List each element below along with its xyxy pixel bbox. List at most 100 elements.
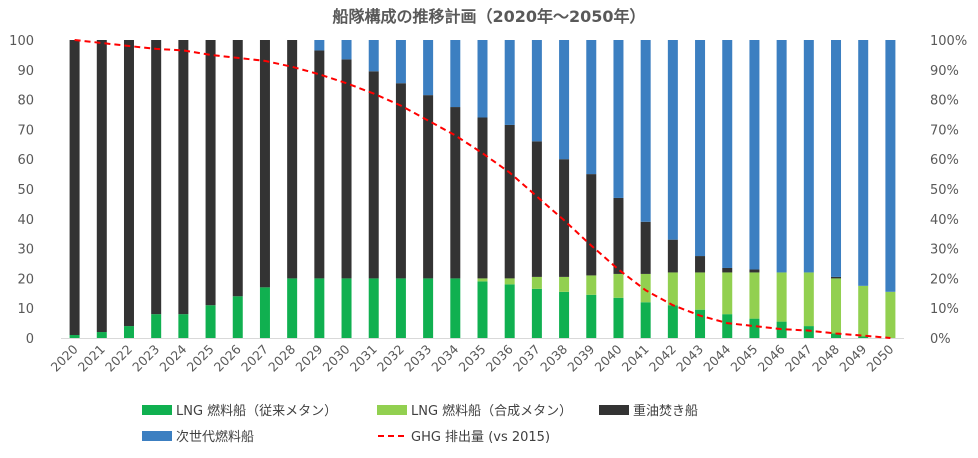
y2-tick-label: 0% <box>930 332 951 347</box>
bar-3-2045 <box>749 269 760 273</box>
legend-swatch-1 <box>142 405 172 415</box>
y-tick-label: 60 <box>17 153 34 168</box>
x-tick-label: 2047 <box>782 342 815 375</box>
bar-4-2047 <box>803 40 814 273</box>
bar-3-2037 <box>531 141 542 277</box>
bar-3-2048 <box>831 276 842 279</box>
bar-1-2047 <box>803 326 814 338</box>
legend-swatch-3 <box>599 405 629 415</box>
y-tick-label: 30 <box>17 243 34 258</box>
y2-tick-label: 20% <box>930 272 959 287</box>
bar-2-2043 <box>695 272 706 310</box>
bar-3-2044 <box>722 267 733 273</box>
bar-1-2039 <box>586 294 597 338</box>
y2-tick-label: 50% <box>930 183 959 198</box>
bar-1-2031 <box>368 278 379 338</box>
bar-2-2042 <box>667 272 678 306</box>
bar-1-2044 <box>722 314 733 338</box>
bar-2-2047 <box>803 272 814 327</box>
bar-1-2022 <box>123 326 134 338</box>
bar-1-2030 <box>341 278 352 338</box>
x-tick-label: 2032 <box>374 342 407 375</box>
y2-tick-label: 40% <box>930 213 959 228</box>
bar-2-2040 <box>613 273 624 298</box>
bar-4-2048 <box>831 40 842 277</box>
y-tick-label: 80 <box>17 94 34 109</box>
x-tick-label: 2022 <box>102 342 135 375</box>
y-tick-label: 20 <box>17 272 34 287</box>
bar-4-2043 <box>695 40 706 257</box>
legend-label-ghg: GHG 排出量 (vs 2015) <box>411 430 550 445</box>
bar-1-2028 <box>287 278 298 338</box>
bar-3-2023 <box>151 40 162 315</box>
x-tick-label: 2024 <box>156 341 189 374</box>
bar-4-2035 <box>477 40 488 118</box>
bar-3-2031 <box>368 71 379 279</box>
bar-1-2035 <box>477 281 488 338</box>
bar-3-2025 <box>205 40 216 306</box>
bar-3-2022 <box>123 40 134 327</box>
x-tick-label: 2049 <box>836 341 869 374</box>
bar-4-2041 <box>640 40 651 222</box>
bar-3-2028 <box>287 40 298 279</box>
bar-3-2020 <box>69 40 80 336</box>
bar-3-2033 <box>423 95 434 279</box>
bar-3-2035 <box>477 117 488 279</box>
bar-1-2042 <box>667 305 678 338</box>
x-tick-label: 2041 <box>619 342 652 375</box>
bar-3-2036 <box>504 124 515 279</box>
x-tick-label: 2038 <box>537 341 570 374</box>
bar-3-2041 <box>640 221 651 274</box>
bar-1-2036 <box>504 284 515 338</box>
x-tick-label: 2044 <box>700 341 733 374</box>
bar-1-2049 <box>858 336 869 338</box>
y-tick-label: 90 <box>17 64 34 79</box>
x-tick-label: 2027 <box>238 342 271 375</box>
bar-3-2042 <box>667 239 678 273</box>
bar-4-2042 <box>667 40 678 240</box>
bar-1-2020 <box>69 335 80 338</box>
bar-4-2044 <box>722 40 733 268</box>
bar-4-2036 <box>504 40 515 125</box>
bar-1-2037 <box>531 288 542 338</box>
bar-1-2024 <box>178 314 189 338</box>
y2-tick-label: 100% <box>930 34 967 49</box>
x-tick-label: 2020 <box>48 341 81 374</box>
y2-tick-label: 90% <box>930 64 959 79</box>
bar-1-2025 <box>205 305 216 338</box>
bar-2-2050 <box>885 291 896 338</box>
y-tick-label: 10 <box>17 302 34 317</box>
bar-3-2043 <box>695 256 706 273</box>
x-tick-label: 2026 <box>211 341 244 374</box>
bar-1-2048 <box>831 333 842 338</box>
bar-1-2034 <box>450 278 461 338</box>
y-tick-label: 50 <box>17 183 34 198</box>
bar-4-2029 <box>314 40 325 51</box>
legend-swatch-2 <box>377 405 407 415</box>
x-tick-label: 2050 <box>863 341 896 374</box>
bar-4-2050 <box>885 40 896 292</box>
legend-label-3: 重油焚き船 <box>633 403 698 419</box>
bar-4-2045 <box>749 40 760 270</box>
bar-2-2039 <box>586 275 597 295</box>
y-tick-label: 40 <box>17 213 34 228</box>
x-tick-label: 2036 <box>483 341 516 374</box>
bar-1-2029 <box>314 278 325 338</box>
bar-4-2030 <box>341 40 352 60</box>
bar-4-2031 <box>368 40 379 72</box>
x-tick-label: 2045 <box>727 342 760 375</box>
bar-1-2026 <box>232 296 243 338</box>
x-tick-label: 2021 <box>75 342 108 375</box>
x-tick-label: 2025 <box>184 342 217 375</box>
legend-label-2: LNG 燃料船（合成メタン） <box>411 403 572 419</box>
bar-2-2035 <box>477 278 488 282</box>
x-tick-label: 2043 <box>673 342 706 375</box>
bar-3-2024 <box>178 40 189 315</box>
x-tick-label: 2042 <box>646 342 679 375</box>
bar-1-2033 <box>423 278 434 338</box>
bar-2-2036 <box>504 278 515 285</box>
y2-tick-label: 80% <box>930 94 959 109</box>
legend-label-4: 次世代燃料船 <box>176 429 254 445</box>
